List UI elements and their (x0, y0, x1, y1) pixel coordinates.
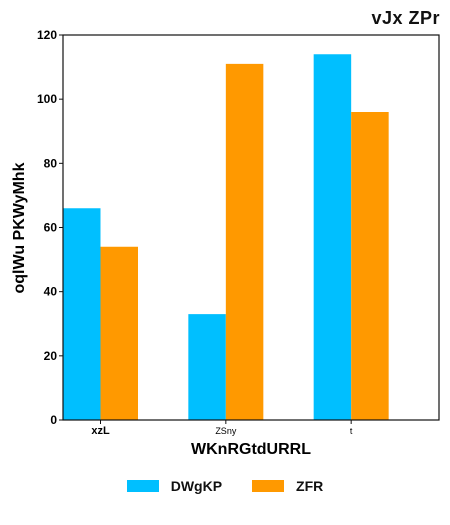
y-tick-label: 80 (44, 156, 58, 170)
bar-ZSny-ZFR (225, 63, 264, 420)
bar-t-ZFR (351, 112, 389, 420)
bar-t-DWgKP (313, 54, 352, 420)
y-tick-label: 0 (50, 413, 57, 427)
legend-item-series-2: ZFR (252, 478, 323, 494)
legend-label-series-1: DWgKP (170, 478, 223, 494)
y-tick-label: 40 (44, 285, 58, 299)
legend-label-series-2: ZFR (296, 478, 324, 494)
bar-ZSny-DWgKP (188, 314, 226, 420)
y-tick-label: 120 (37, 28, 57, 42)
y-tick-label: 60 (44, 221, 58, 235)
x-tick-label: ZSny (215, 426, 237, 436)
legend-item-series-1: DWgKP (126, 478, 223, 494)
bar-xzL-DWgKP (63, 208, 101, 420)
chart-title: vJx ZPr (371, 8, 440, 28)
y-axis-label: oqlWu PKWyMhk (11, 162, 28, 293)
y-tick-label: 100 (37, 92, 57, 106)
legend: DWgKP ZFR (0, 478, 450, 494)
plot-frame (62, 34, 440, 421)
x-tick-label: xzL (91, 425, 110, 437)
x-tick-label: t (350, 426, 353, 436)
x-axis-label: WKnRGtdURRL (191, 441, 311, 458)
legend-swatch-series-1 (126, 480, 159, 492)
bar-xzL-ZFR (100, 246, 138, 420)
legend-swatch-series-2 (252, 480, 285, 492)
y-tick-label: 20 (44, 349, 58, 363)
